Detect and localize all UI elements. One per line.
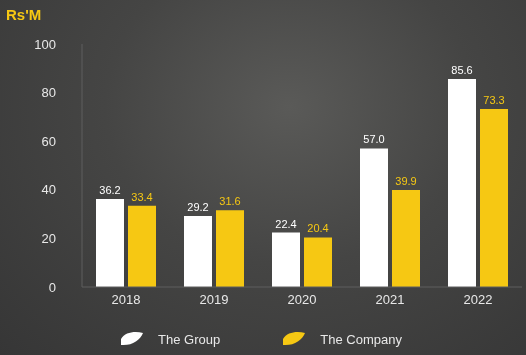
- svg-text:85.6: 85.6: [451, 64, 472, 76]
- svg-text:60: 60: [42, 134, 56, 149]
- html-text:Rs'M: Rs'M: [6, 6, 42, 23]
- svg-text:2018: 2018: [112, 292, 141, 307]
- svg-text:100: 100: [34, 37, 56, 52]
- svg-text:40: 40: [42, 182, 56, 197]
- svg-text:0: 0: [49, 280, 56, 295]
- svg-text:39.9: 39.9: [395, 175, 416, 187]
- svg-text:33.4: 33.4: [131, 191, 152, 203]
- html-text:The Group: The Group: [158, 331, 221, 347]
- svg-text:20.4: 20.4: [307, 222, 328, 234]
- svg-text:73.3: 73.3: [483, 94, 504, 106]
- html-text:The Company: The Company: [320, 331, 402, 347]
- svg-text:2022: 2022: [464, 292, 493, 307]
- svg-text:2021: 2021: [376, 292, 405, 307]
- svg-text:29.2: 29.2: [187, 201, 208, 213]
- svg-text:2019: 2019: [200, 292, 229, 307]
- svg-text:2020: 2020: [288, 292, 317, 307]
- svg-text:22.4: 22.4: [275, 218, 296, 230]
- svg-text:20: 20: [42, 231, 56, 246]
- svg-text:80: 80: [42, 85, 56, 100]
- svg-text:31.6: 31.6: [219, 195, 240, 207]
- svg-text:57.0: 57.0: [363, 133, 384, 145]
- svg-text:36.2: 36.2: [99, 184, 120, 196]
